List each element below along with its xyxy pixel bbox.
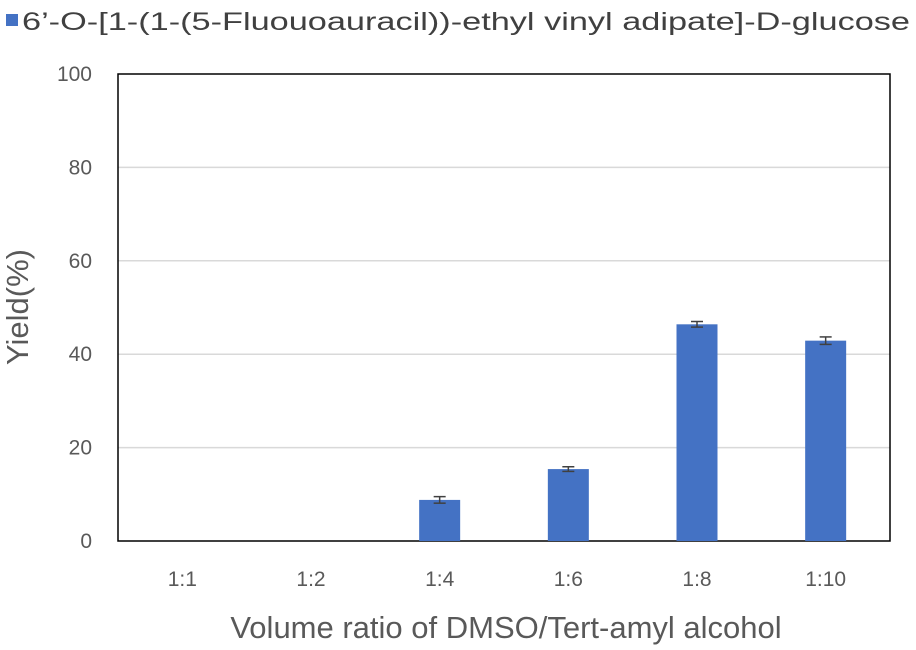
y-tick-label: 100 (57, 63, 92, 86)
error-bar (819, 336, 832, 346)
legend: 6’-O-[1-(1-(5-Fluouoauracil))-ethyl viny… (6, 8, 910, 36)
legend-swatch (6, 14, 18, 26)
x-tick-label: 1:8 (682, 568, 711, 591)
bars (419, 324, 847, 541)
bar (805, 340, 847, 541)
legend-label: 6’-O-[1-(1-(5-Fluouoauracil))-ethyl viny… (22, 8, 910, 36)
error-bar (562, 465, 575, 473)
y-tick-label: 60 (69, 250, 92, 273)
y-tick-label: 0 (80, 530, 92, 553)
x-tick-labels: 1:1 1:2 1:4 1:6 1:8 1:10 (168, 568, 846, 591)
x-tick-label: 1:4 (425, 568, 455, 591)
y-tick-labels: 0 20 40 60 80 100 (57, 63, 92, 553)
error-bar (691, 320, 703, 328)
y-tick-label: 80 (69, 156, 92, 179)
bar (419, 499, 461, 541)
y-tick-label: 40 (69, 343, 92, 366)
y-tick-label: 20 (69, 437, 92, 460)
error-bars (433, 320, 832, 504)
gridlines (118, 166, 890, 449)
error-bar (433, 495, 446, 504)
x-axis-title: Volume ratio of DMSO/Tert-amyl alcohol (230, 610, 781, 645)
x-tick-label: 1:6 (554, 568, 583, 591)
bar (547, 469, 589, 541)
x-tick-label: 1:10 (805, 568, 846, 591)
x-tick-label: 1:2 (296, 568, 325, 591)
x-tick-label: 1:1 (168, 568, 197, 591)
plot-area-frame (117, 73, 891, 542)
y-axis-title: Yield(%) (0, 249, 35, 365)
bar (676, 324, 718, 541)
